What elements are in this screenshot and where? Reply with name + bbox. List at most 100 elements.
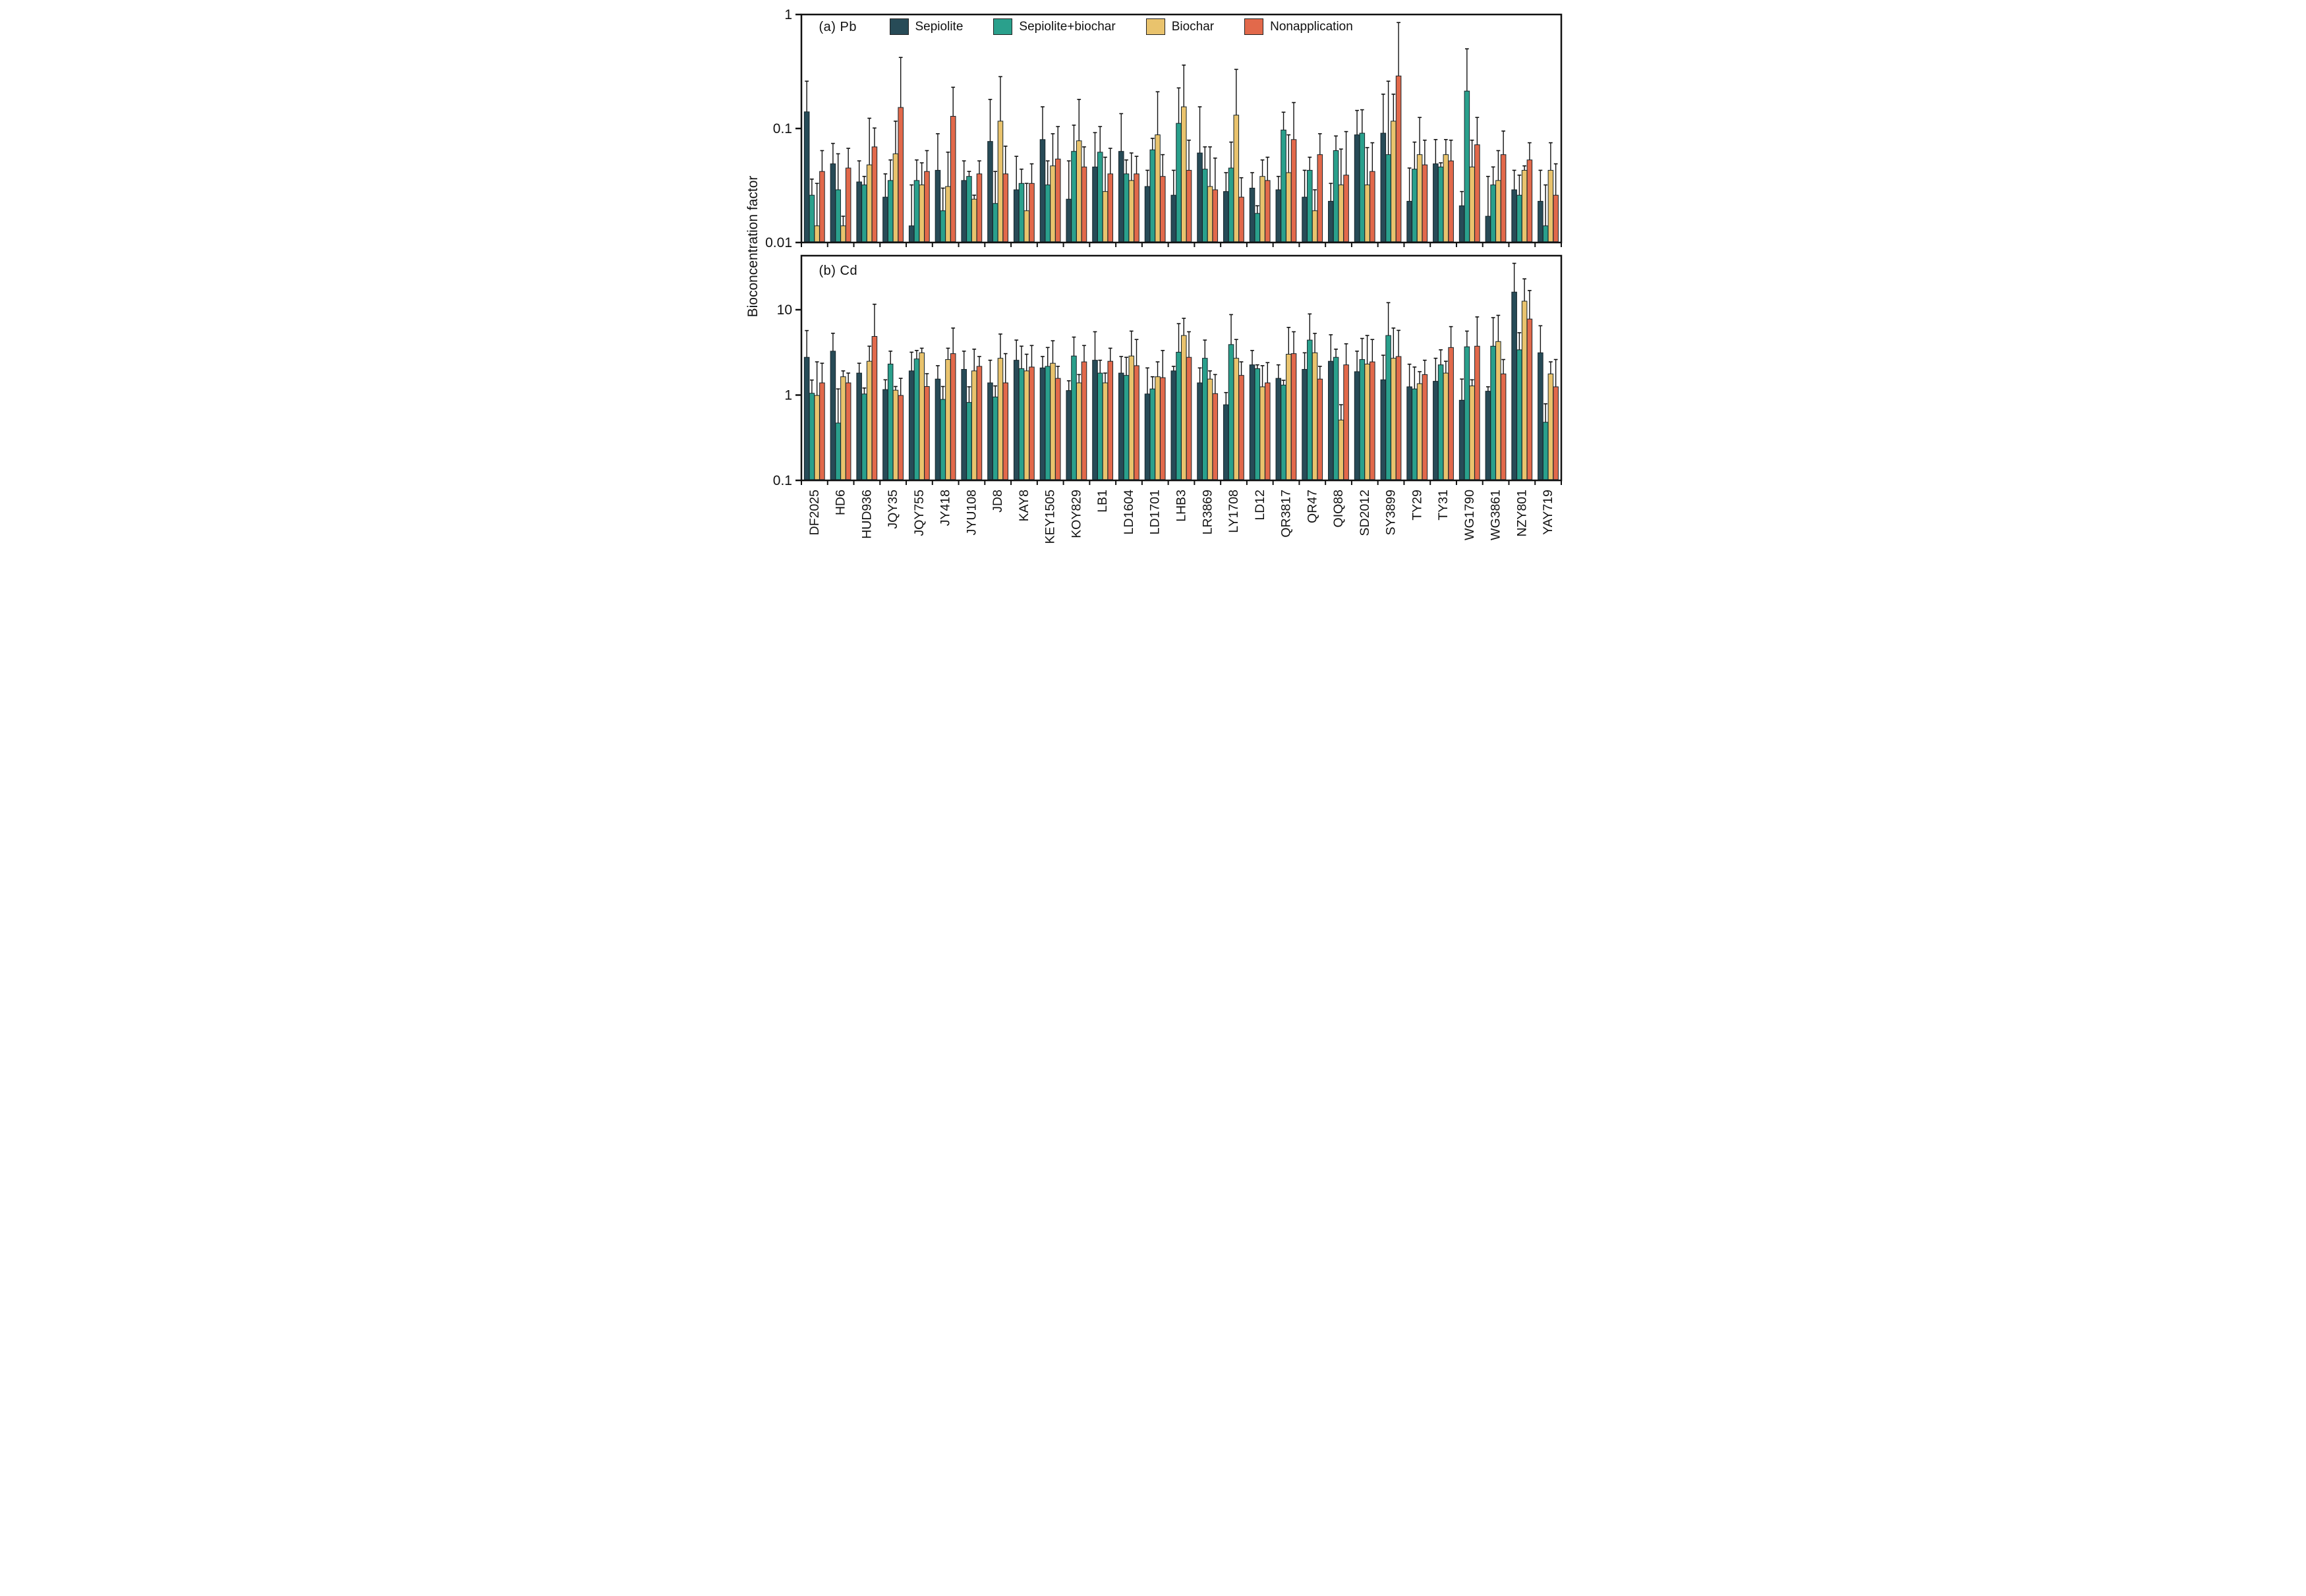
bar-QR47-nonapplication (1317, 378, 1323, 480)
bar-LR3869-sepiolite-biochar (1201, 169, 1208, 242)
bar-QIQ88-biochar (1338, 419, 1344, 480)
bar-SY3899-sepiolite (1380, 132, 1386, 242)
bar-SD2012-nonapplication (1369, 361, 1375, 480)
bar-JQY35-sepiolite (882, 196, 888, 242)
bar-LHB3-sepiolite (1170, 194, 1176, 242)
x-category-label-LD1604: LD1604 (1121, 490, 1136, 534)
bar-SY3899-biochar (1390, 121, 1397, 242)
bar-LY1708-biochar (1233, 115, 1239, 242)
bar-LY1708-sepiolite-biochar (1228, 167, 1234, 242)
bar-QIQ88-sepiolite (1327, 360, 1334, 480)
bar-LB1-sepiolite (1091, 360, 1098, 480)
bar-QR47-sepiolite (1301, 369, 1308, 480)
bar-LD12-nonapplication (1264, 180, 1271, 242)
bar-QR3817-biochar (1285, 172, 1292, 242)
bar-LHB3-nonapplication (1186, 356, 1192, 480)
legend-item-sepiolite: Sepiolite (889, 18, 964, 35)
bar-JQY35-biochar (892, 153, 898, 242)
bar-JY418-biochar (944, 186, 951, 242)
bar-SD2012-sepiolite (1354, 134, 1360, 242)
bar-KAY8-biochar (1023, 210, 1029, 242)
bar-LHB3-nonapplication (1186, 169, 1192, 242)
bar-LD1701-sepiolite-biochar (1149, 149, 1155, 242)
bar-LD12-sepiolite (1249, 187, 1255, 242)
bar-KOY829-sepiolite-biochar (1070, 151, 1077, 242)
bar-QR47-biochar (1312, 352, 1317, 480)
bar-NZY801-sepiolite-biochar (1516, 194, 1522, 242)
bar-HUD936-biochar (866, 360, 872, 480)
bar-NZY801-nonapplication (1526, 159, 1532, 242)
bar-KEY1505-nonapplication (1054, 158, 1061, 242)
legend-label: Sepiolite (915, 19, 964, 34)
bar-JY418-nonapplication (950, 353, 956, 480)
bar-QIQ88-biochar (1338, 185, 1344, 242)
bar-YAY719-biochar (1547, 169, 1553, 242)
bar-LD12-biochar (1259, 176, 1265, 242)
y-tick-label: 0.1 (772, 473, 792, 488)
bar-QR47-sepiolite-biochar (1306, 169, 1313, 242)
bar-LHB3-sepiolite (1170, 370, 1176, 480)
bar-JY418-biochar (944, 359, 951, 480)
legend-swatch-icon (1145, 18, 1165, 35)
bar-JYU108-sepiolite-biochar (966, 402, 972, 480)
bar-LD1604-nonapplication (1133, 173, 1139, 242)
bar-LR3869-sepiolite (1196, 382, 1203, 480)
panel-a-label: (a) Pb (819, 20, 857, 34)
bar-JQY35-nonapplication (897, 107, 904, 242)
bar-LR3869-sepiolite-biochar (1201, 358, 1208, 480)
bar-LB1-biochar (1102, 382, 1108, 480)
bar-QR3817-sepiolite (1275, 378, 1281, 480)
bar-WG1790-biochar (1468, 166, 1475, 242)
bar-NZY801-nonapplication (1526, 318, 1532, 480)
bar-QIQ88-sepiolite-biochar (1333, 356, 1339, 480)
bar-DF2025-biochar (813, 225, 820, 242)
bar-DF2025-sepiolite-biochar (809, 194, 815, 242)
bar-JQY35-sepiolite-biochar (887, 363, 893, 480)
bar-TY29-biochar (1416, 383, 1422, 480)
bar-QIQ88-nonapplication (1342, 175, 1349, 242)
bar-DF2025-biochar (813, 395, 820, 480)
legend-swatch-icon (1244, 18, 1264, 35)
bar-LD1701-nonapplication (1159, 377, 1166, 480)
bar-KAY8-sepiolite-biochar (1018, 183, 1024, 242)
y-tick-label: 1 (784, 388, 792, 403)
bar-JYU108-sepiolite (960, 369, 967, 480)
bar-QR47-sepiolite (1301, 196, 1308, 242)
bar-LR3869-biochar (1207, 186, 1213, 242)
bar-KOY829-nonapplication (1081, 361, 1087, 480)
bar-NZY801-sepiolite-biochar (1516, 349, 1522, 480)
bar-YAY719-sepiolite (1537, 200, 1543, 242)
x-category-label-TY31: TY31 (1436, 490, 1451, 521)
bar-KOY829-biochar (1076, 382, 1082, 480)
bar-JQY755-nonapplication (923, 386, 930, 480)
bar-QR3817-nonapplication (1290, 353, 1296, 480)
bar-KEY1505-nonapplication (1054, 378, 1061, 480)
x-category-label-JYU108: JYU108 (964, 490, 979, 535)
bar-LD12-biochar (1259, 386, 1265, 480)
y-tick-label: 10 (776, 302, 792, 318)
bar-TY31-nonapplication (1447, 160, 1454, 242)
x-category-label-LD12: LD12 (1252, 490, 1267, 521)
bar-TY31-sepiolite-biochar (1437, 364, 1443, 480)
bar-JYU108-biochar (971, 370, 977, 480)
bar-LY1708-sepiolite (1223, 404, 1229, 480)
x-category-label-JD8: JD8 (991, 490, 1005, 513)
bar-SY3899-sepiolite (1380, 379, 1386, 480)
bar-QIQ88-sepiolite (1327, 200, 1334, 242)
bar-JD8-biochar (997, 121, 1003, 242)
bar-WG3861-sepiolite (1485, 215, 1491, 242)
bar-HUD936-sepiolite-biochar (861, 393, 867, 480)
bar-JYU108-nonapplication (976, 366, 982, 480)
bar-YAY719-nonapplication (1552, 194, 1559, 242)
bar-LD1701-sepiolite (1144, 186, 1150, 242)
bar-WG1790-nonapplication (1474, 144, 1480, 242)
bar-chart-figure: 1 0.1 0.01 10 1 0.1 DF2025 HD6 HUD936 JQY35 JQY755… (741, 0, 1565, 580)
bar-JQY755-sepiolite (908, 370, 914, 480)
bar-LHB3-sepiolite-biochar (1175, 123, 1182, 242)
bar-LHB3-biochar (1180, 106, 1187, 242)
legend-label: Nonapplication (1270, 19, 1353, 34)
bar-LY1708-sepiolite-biochar (1228, 344, 1234, 480)
bar-JQY755-sepiolite-biochar (913, 358, 919, 480)
bar-DF2025-nonapplication (819, 382, 825, 480)
bar-LR3869-nonapplication (1212, 393, 1218, 480)
